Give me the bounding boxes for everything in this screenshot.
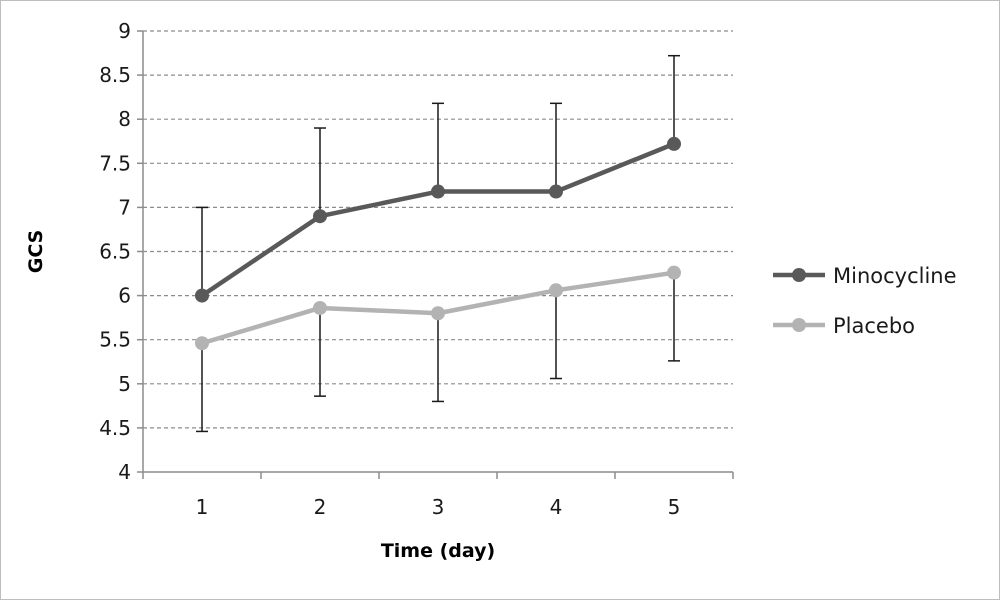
legend-marker-minocycline — [792, 268, 806, 282]
data-point-minocycline — [667, 136, 681, 151]
y-axis-ticks: 4 4.5 5 5.5 6 6.5 7 7.5 8 8.5 9 — [99, 19, 143, 484]
series-points — [195, 136, 681, 351]
x-tick-label: 4 — [550, 495, 563, 519]
data-point-minocycline — [549, 184, 563, 199]
y-tick-label: 9 — [118, 19, 131, 43]
y-tick-label: 5.5 — [99, 328, 131, 352]
y-tick-label: 4.5 — [99, 416, 131, 440]
legend-item-placebo: Placebo — [773, 314, 915, 338]
legend-label-placebo: Placebo — [833, 314, 915, 338]
x-tick-label: 1 — [196, 495, 209, 519]
y-tick-label: 6 — [118, 284, 131, 308]
y-tick-label: 7.5 — [99, 151, 131, 175]
error-bars — [196, 54, 680, 433]
gridlines — [143, 30, 733, 429]
x-tick-label: 5 — [668, 495, 681, 519]
data-point-minocycline — [313, 209, 327, 224]
legend-item-minocycline: Minocycline — [773, 264, 957, 288]
legend-marker-placebo — [792, 318, 806, 332]
y-axis-label: GCS — [25, 230, 47, 274]
y-tick-label: 6.5 — [99, 240, 131, 264]
x-tick-label: 3 — [432, 495, 445, 519]
data-point-placebo — [195, 336, 209, 351]
x-axis-label: Time (day) — [381, 540, 495, 562]
data-point-placebo — [313, 300, 327, 315]
y-tick-label: 4 — [118, 460, 131, 484]
y-tick-label: 5 — [118, 372, 131, 396]
data-point-minocycline — [431, 184, 445, 199]
y-tick-label: 8 — [118, 107, 131, 131]
x-tick-label: 2 — [314, 495, 327, 519]
data-point-placebo — [549, 283, 563, 298]
data-point-minocycline — [195, 288, 209, 303]
legend: Minocycline Placebo — [773, 264, 957, 338]
data-point-placebo — [667, 265, 681, 280]
legend-label-minocycline: Minocycline — [833, 264, 957, 288]
y-tick-label: 7 — [118, 195, 131, 219]
x-axis-ticks: 1 2 3 4 5 — [142, 472, 734, 519]
y-tick-label: 8.5 — [99, 63, 131, 87]
data-point-placebo — [431, 306, 445, 321]
